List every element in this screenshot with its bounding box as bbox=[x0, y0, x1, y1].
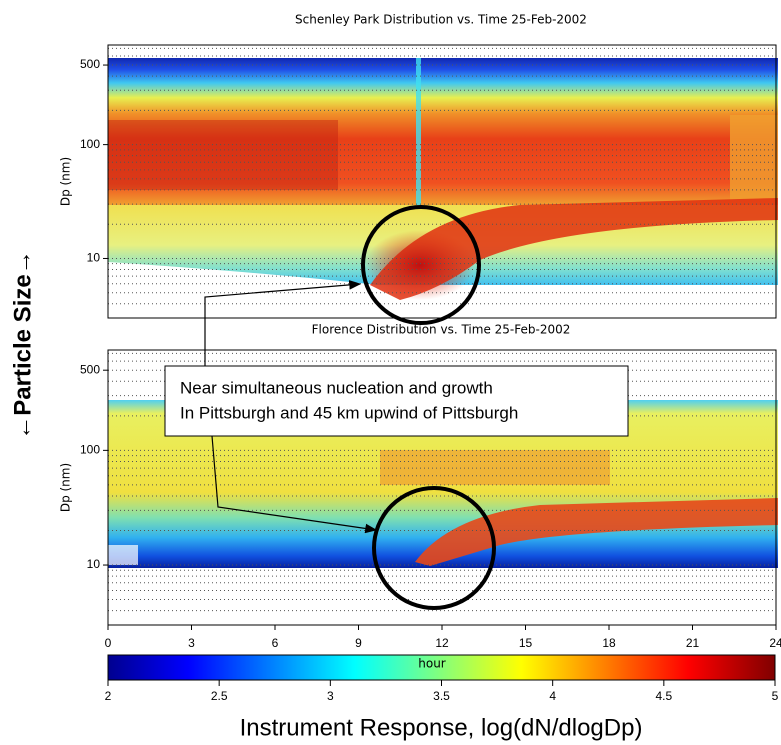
colorbar-tick-label: 2.5 bbox=[211, 689, 228, 703]
chart-title: Schenley Park Distribution vs. Time 25-F… bbox=[295, 13, 587, 27]
chart-title: Florence Distribution vs. Time 25-Feb-20… bbox=[312, 323, 571, 337]
x-tick-label: 3 bbox=[188, 636, 195, 650]
y-tick-label: 500 bbox=[80, 57, 100, 71]
colorbar-tick-label: 2 bbox=[105, 689, 112, 703]
x-tick-label: 12 bbox=[435, 636, 449, 650]
annotation-text: Near simultaneous nucleation and growth bbox=[180, 378, 493, 397]
colorbar-label: Instrument Response, log(dN/dlogDp) bbox=[240, 714, 643, 741]
colorbar-tick-label: 4 bbox=[549, 689, 556, 703]
y-tick-label: 500 bbox=[80, 362, 100, 376]
x-tick-label: 0 bbox=[105, 636, 112, 650]
x-tick-label: 24 bbox=[769, 636, 781, 650]
annotation-text: In Pittsburgh and 45 km upwind of Pittsb… bbox=[180, 403, 518, 422]
x-tick-label: 18 bbox=[602, 636, 616, 650]
y-tick-label: 10 bbox=[87, 251, 101, 265]
y-tick-label: 100 bbox=[80, 443, 100, 457]
colorbar-tick-label: 3.5 bbox=[433, 689, 450, 703]
annotation-box bbox=[164, 365, 629, 437]
arrow bbox=[204, 280, 362, 366]
y-tick-label: 100 bbox=[80, 137, 100, 151]
colorbar-tick-label: 3 bbox=[327, 689, 334, 703]
heatmap-image bbox=[108, 58, 778, 300]
colorbar-tick-label: 4.5 bbox=[655, 689, 672, 703]
x-tick-label: 6 bbox=[272, 636, 279, 650]
colorbar bbox=[107, 654, 776, 681]
y-axis-label: Dp (nm) bbox=[59, 463, 73, 512]
colorbar-tick-label: 5 bbox=[772, 689, 779, 703]
x-tick-label: 21 bbox=[686, 636, 700, 650]
y-tick-label: 10 bbox=[87, 557, 101, 571]
arrow bbox=[211, 435, 378, 534]
highlight-circle bbox=[372, 486, 496, 610]
x-tick-label: 15 bbox=[519, 636, 533, 650]
x-axis-label: hour bbox=[418, 657, 446, 671]
x-tick-label: 9 bbox=[355, 636, 362, 650]
y-axis-label: Dp (nm) bbox=[59, 157, 73, 206]
figure-label: ←Particle Size→ bbox=[9, 250, 36, 439]
highlight-circle bbox=[361, 205, 481, 325]
